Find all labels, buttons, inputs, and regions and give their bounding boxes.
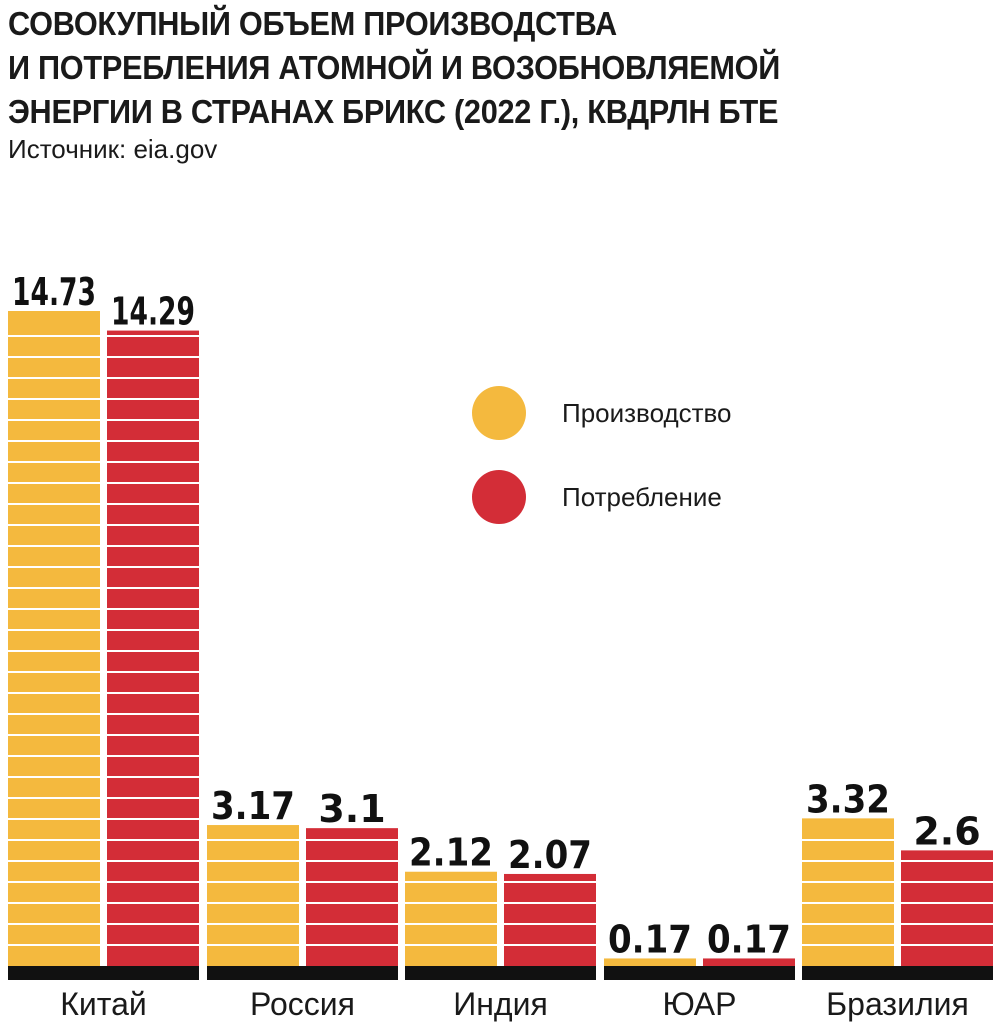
category-label-4: ЮАР	[663, 986, 737, 1022]
legend-label-consumption: Потребление	[562, 482, 722, 512]
legend-marker-production	[472, 386, 526, 440]
value-label-consumption-3: 2.07	[508, 833, 592, 877]
value-label-consumption-5: 2.6	[913, 809, 980, 853]
baseline-4	[604, 966, 795, 980]
value-label-production-2: 3.17	[211, 784, 295, 828]
baseline-5	[802, 966, 993, 980]
source-note: Источник: eia.gov	[8, 134, 218, 164]
bar-consumption-4	[703, 958, 795, 966]
bar-consumption-2	[306, 828, 398, 966]
chart-title-line-1: СОВОКУПНЫЙ ОБЪЕМ ПРОИЗВОДСТВА	[8, 5, 617, 42]
category-label-1: Китай	[60, 986, 146, 1022]
chart-title-line-3: ЭНЕРГИИ В СТРАНАХ БРИКС (2022 Г.), КВДРЛ…	[8, 93, 779, 130]
bar-consumption-1	[107, 330, 199, 966]
legend-marker-consumption	[472, 470, 526, 524]
bar-production-1	[8, 311, 100, 966]
value-label-consumption-1: 14.29	[111, 290, 195, 334]
bar-consumption-5	[901, 850, 993, 966]
category-label-3: Индия	[453, 986, 548, 1022]
bar-consumption-3	[504, 873, 596, 966]
legend-label-production: Производство	[562, 398, 732, 428]
category-label-5: Бразилия	[826, 986, 969, 1022]
baseline-1	[8, 966, 199, 980]
bar-production-2	[207, 825, 299, 966]
baseline-3	[405, 966, 596, 980]
bar-production-4	[604, 958, 696, 966]
chart-title-line-2: И ПОТРЕБЛЕНИЯ АТОМНОЙ И ВОЗОБНОВЛЯЕМОЙ	[8, 49, 780, 86]
value-label-production-3: 2.12	[409, 831, 493, 875]
bar-production-3	[405, 871, 497, 966]
chart-title: СОВОКУПНЫЙ ОБЪЕМ ПРОИЗВОДСТВА И ПОТРЕБЛЕ…	[8, 2, 919, 134]
value-label-production-5: 3.32	[806, 777, 890, 821]
value-label-consumption-4: 0.17	[707, 917, 791, 961]
category-label-2: Россия	[250, 986, 355, 1022]
value-label-production-4: 0.17	[608, 917, 692, 961]
baseline-2	[207, 966, 398, 980]
value-label-production-1: 14.73	[12, 270, 96, 314]
value-label-consumption-2: 3.1	[318, 787, 385, 831]
bar-production-5	[802, 818, 894, 966]
